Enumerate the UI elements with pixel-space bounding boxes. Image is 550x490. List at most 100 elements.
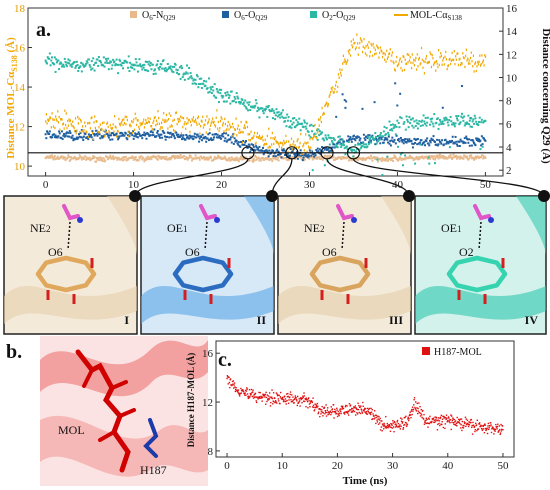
point	[286, 396, 289, 398]
point	[241, 130, 243, 134]
point	[229, 126, 232, 129]
point	[214, 125, 217, 128]
point	[284, 154, 287, 157]
point	[106, 132, 109, 135]
point	[62, 123, 64, 126]
atom-label: O6	[48, 245, 63, 259]
point	[252, 160, 255, 163]
point	[393, 430, 395, 433]
point	[465, 54, 467, 58]
point	[242, 101, 245, 104]
point	[486, 432, 489, 435]
point	[153, 119, 155, 123]
point	[341, 138, 344, 141]
point	[451, 421, 453, 424]
point	[426, 422, 428, 425]
point	[165, 113, 168, 117]
point	[463, 137, 466, 140]
point	[415, 409, 417, 411]
point	[192, 119, 194, 122]
point	[200, 155, 203, 158]
point	[315, 132, 317, 136]
point	[438, 139, 441, 142]
point	[67, 131, 70, 134]
point	[495, 423, 497, 426]
point	[69, 119, 71, 123]
point	[128, 69, 131, 72]
point	[264, 393, 267, 396]
point	[114, 125, 116, 128]
point	[403, 121, 406, 124]
point	[445, 58, 448, 61]
point	[281, 115, 284, 118]
point	[293, 153, 296, 156]
point	[167, 67, 170, 70]
point	[181, 136, 184, 139]
point	[266, 134, 268, 138]
point	[252, 397, 255, 399]
point	[310, 149, 313, 153]
point	[177, 117, 179, 121]
point	[201, 120, 203, 123]
point	[392, 156, 395, 159]
point	[258, 396, 261, 398]
point	[111, 64, 114, 67]
point	[460, 418, 463, 420]
point	[407, 418, 409, 420]
point	[272, 392, 275, 394]
point	[297, 123, 300, 126]
point	[111, 138, 114, 141]
point	[376, 419, 378, 421]
point	[290, 401, 293, 403]
connector-line	[352, 158, 545, 197]
point	[435, 60, 438, 63]
point	[222, 132, 225, 135]
point	[96, 158, 99, 161]
point	[393, 125, 396, 128]
point	[345, 100, 348, 103]
point	[307, 141, 309, 144]
point	[448, 156, 451, 159]
point	[397, 138, 400, 141]
point	[384, 426, 387, 428]
point	[48, 52, 51, 55]
point	[225, 129, 227, 132]
point	[462, 424, 464, 427]
point	[217, 136, 220, 139]
point	[405, 62, 407, 66]
point	[354, 144, 357, 147]
point	[262, 109, 265, 112]
point	[255, 401, 258, 404]
point	[394, 82, 397, 85]
point	[237, 389, 240, 391]
point	[259, 159, 262, 162]
legend-marker	[130, 11, 137, 18]
point	[467, 114, 470, 117]
x-tick-label: 30	[387, 460, 399, 472]
point	[213, 120, 215, 124]
point	[474, 144, 477, 147]
point	[251, 391, 253, 394]
point	[117, 137, 120, 140]
point	[399, 57, 401, 60]
point	[119, 60, 122, 63]
point	[344, 106, 347, 109]
point	[262, 153, 265, 156]
point	[73, 61, 76, 64]
point	[341, 93, 344, 96]
point	[454, 420, 457, 422]
point	[455, 422, 458, 425]
point	[175, 68, 178, 71]
point	[196, 75, 199, 78]
point	[152, 121, 154, 125]
point	[263, 158, 266, 161]
point	[93, 155, 96, 158]
point	[104, 159, 107, 162]
point	[254, 144, 257, 147]
point	[195, 121, 197, 124]
point	[165, 70, 168, 73]
point	[220, 137, 223, 140]
point	[339, 68, 341, 71]
point	[434, 416, 436, 418]
